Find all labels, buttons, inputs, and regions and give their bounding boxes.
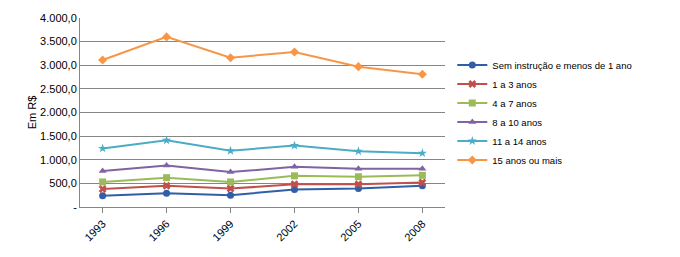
- svg-text:3.000,0: 3.000,0: [40, 59, 77, 71]
- svg-text:3.500,0: 3.500,0: [40, 35, 77, 47]
- svg-text:-: -: [73, 201, 77, 213]
- svg-text:1999: 1999: [210, 218, 236, 244]
- svg-text:4 a 7 anos: 4 a 7 anos: [492, 98, 537, 109]
- svg-text:2008: 2008: [402, 218, 428, 244]
- svg-text:1 a 3 anos: 1 a 3 anos: [492, 79, 537, 90]
- svg-text:2002: 2002: [274, 218, 300, 244]
- svg-text:2.000,0: 2.000,0: [40, 106, 77, 118]
- svg-text:Em R$: Em R$: [26, 96, 38, 130]
- svg-text:2.500,0: 2.500,0: [40, 83, 77, 95]
- svg-text:1993: 1993: [82, 218, 108, 244]
- svg-text:Sem instrução e menos de 1 ano: Sem instrução e menos de 1 ano: [492, 60, 631, 71]
- svg-text:1.500,0: 1.500,0: [40, 130, 77, 142]
- svg-text:1996: 1996: [146, 218, 172, 244]
- svg-text:2005: 2005: [338, 218, 364, 244]
- svg-text:8 a 10 anos: 8 a 10 anos: [492, 117, 542, 128]
- svg-text:11 a 14 anos: 11 a 14 anos: [492, 136, 546, 147]
- svg-text:15 anos ou mais: 15 anos ou mais: [492, 155, 562, 166]
- svg-text:1.000,0: 1.000,0: [40, 154, 77, 166]
- svg-text:500,0: 500,0: [49, 177, 77, 189]
- svg-text:4.000,0: 4.000,0: [40, 12, 77, 24]
